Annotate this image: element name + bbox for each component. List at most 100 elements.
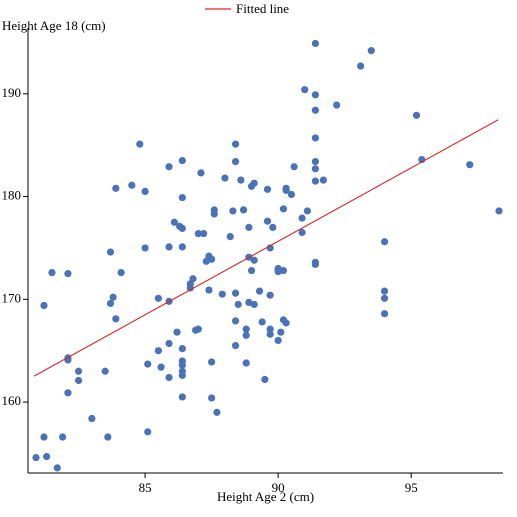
x-tick-label: 85 [139,480,152,495]
point [298,214,306,222]
point [165,163,173,171]
point [197,169,205,177]
y-tick-label: 160 [2,393,22,408]
point [58,433,67,441]
point [266,330,274,338]
point [263,217,272,225]
point [186,284,194,292]
point [231,158,240,166]
point [178,243,186,251]
point [136,140,144,148]
point [237,176,245,184]
point [239,206,248,214]
point [170,218,178,226]
point [64,270,72,278]
point [74,376,83,385]
point [173,328,181,336]
point [112,184,120,192]
point [229,207,237,215]
y-tick-label: 170 [2,290,22,305]
y-tick-label: 180 [2,188,22,203]
point [274,266,282,275]
point [311,158,319,166]
point [48,268,56,277]
point [144,360,152,368]
point [231,317,240,325]
point [208,358,216,366]
point [495,207,503,215]
point [165,339,173,348]
point [154,347,162,355]
point [319,176,327,184]
point [311,39,319,48]
point [258,318,266,326]
point [165,243,173,251]
point [279,266,288,275]
point [231,289,240,297]
point [178,193,186,202]
point [200,229,208,238]
point [287,190,296,199]
point [88,414,96,423]
legend-label: Fitted line [236,1,289,16]
point [221,174,229,182]
point [242,325,250,333]
point [303,207,312,215]
point [279,205,288,213]
x-axis-label: Height Age 2 (cm) [217,489,314,504]
point [189,275,197,283]
point [231,140,240,148]
x-tick-label: 90 [272,480,285,495]
point [165,373,173,382]
point [205,286,213,294]
point [367,47,375,55]
point [109,293,117,301]
point [298,228,306,237]
point [380,294,389,302]
point [311,134,319,142]
point [266,291,274,299]
point [250,256,258,264]
point [357,62,365,70]
point [269,223,277,231]
point [144,428,152,436]
point [74,367,83,375]
point [333,101,341,109]
point [245,223,253,231]
point [178,371,186,379]
y-tick-label: 190 [2,85,22,100]
point [101,367,109,375]
point [231,341,240,350]
point [242,359,250,367]
point [380,238,389,246]
point [40,301,48,310]
point [282,186,290,194]
point [274,336,282,345]
point [194,229,202,238]
point [128,181,136,189]
x-tick-label: 95 [405,480,418,495]
point [250,179,258,187]
point [277,328,285,336]
point [194,325,202,333]
point [242,331,250,339]
point [106,248,115,256]
point [213,408,221,416]
point [141,187,149,196]
point [380,310,389,318]
point [301,86,309,94]
point [112,315,120,323]
point [263,185,272,193]
point [311,260,319,268]
point [266,325,274,333]
point [311,106,319,114]
point [210,210,218,218]
point [234,300,242,309]
fitted-line [33,119,499,377]
point [178,345,186,353]
point [290,163,298,171]
point [412,111,421,119]
point [218,290,226,298]
point [104,433,112,441]
